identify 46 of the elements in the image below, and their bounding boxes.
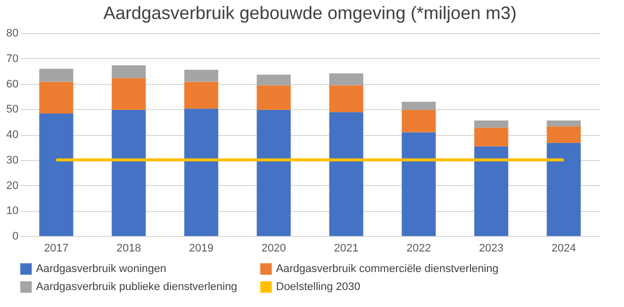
bar	[112, 78, 146, 110]
bar	[402, 102, 436, 110]
bar	[112, 65, 146, 78]
y-tick-label: 40	[6, 129, 18, 141]
x-tick-label: 2020	[262, 242, 286, 254]
bar	[256, 74, 291, 86]
x-tick-label: 2024	[552, 242, 576, 254]
bar	[402, 110, 436, 132]
chart-title: Aardgasverbruik gebouwde omgeving (*miljoen m3)	[103, 3, 517, 23]
x-tick-label: 2017	[44, 242, 68, 254]
x-tick-label: 2019	[189, 242, 214, 254]
y-tick-label: 0	[12, 230, 18, 242]
bar	[184, 82, 218, 109]
bar	[112, 110, 146, 236]
bar	[329, 112, 364, 236]
bar	[329, 73, 364, 86]
bar	[256, 85, 291, 110]
x-tick-label: 2022	[406, 242, 431, 254]
legend-label: Aardgasverbruik commerciële dienstverlening	[276, 263, 499, 275]
y-tick-label: 60	[6, 78, 18, 90]
bar	[546, 126, 581, 143]
legend-label: Aardgasverbruik publieke dienstverlening	[36, 281, 238, 293]
bar	[184, 108, 218, 236]
bar	[184, 70, 218, 82]
x-tick-label: 2018	[116, 242, 141, 254]
y-tick-label: 20	[6, 180, 18, 192]
y-tick-label: 70	[6, 52, 18, 65]
bar	[474, 120, 508, 128]
x-tick-label: 2023	[479, 242, 504, 254]
bar	[402, 132, 436, 236]
legend-label: Aardgasverbruik woningen	[36, 263, 166, 275]
y-tick-label: 50	[6, 104, 18, 116]
bar	[39, 68, 74, 82]
bar	[474, 128, 508, 146]
bar	[256, 110, 291, 236]
y-tick-label: 30	[6, 154, 18, 166]
x-tick-label: 2021	[334, 242, 358, 254]
bar	[39, 113, 74, 236]
legend-label: Doelstelling 2030	[276, 281, 360, 293]
y-tick-label: 10	[6, 205, 18, 218]
y-tick-label: 80	[6, 28, 18, 40]
bar	[329, 85, 364, 112]
bar	[546, 120, 581, 126]
bar	[546, 142, 581, 236]
bar	[39, 82, 74, 114]
bar	[474, 146, 508, 236]
